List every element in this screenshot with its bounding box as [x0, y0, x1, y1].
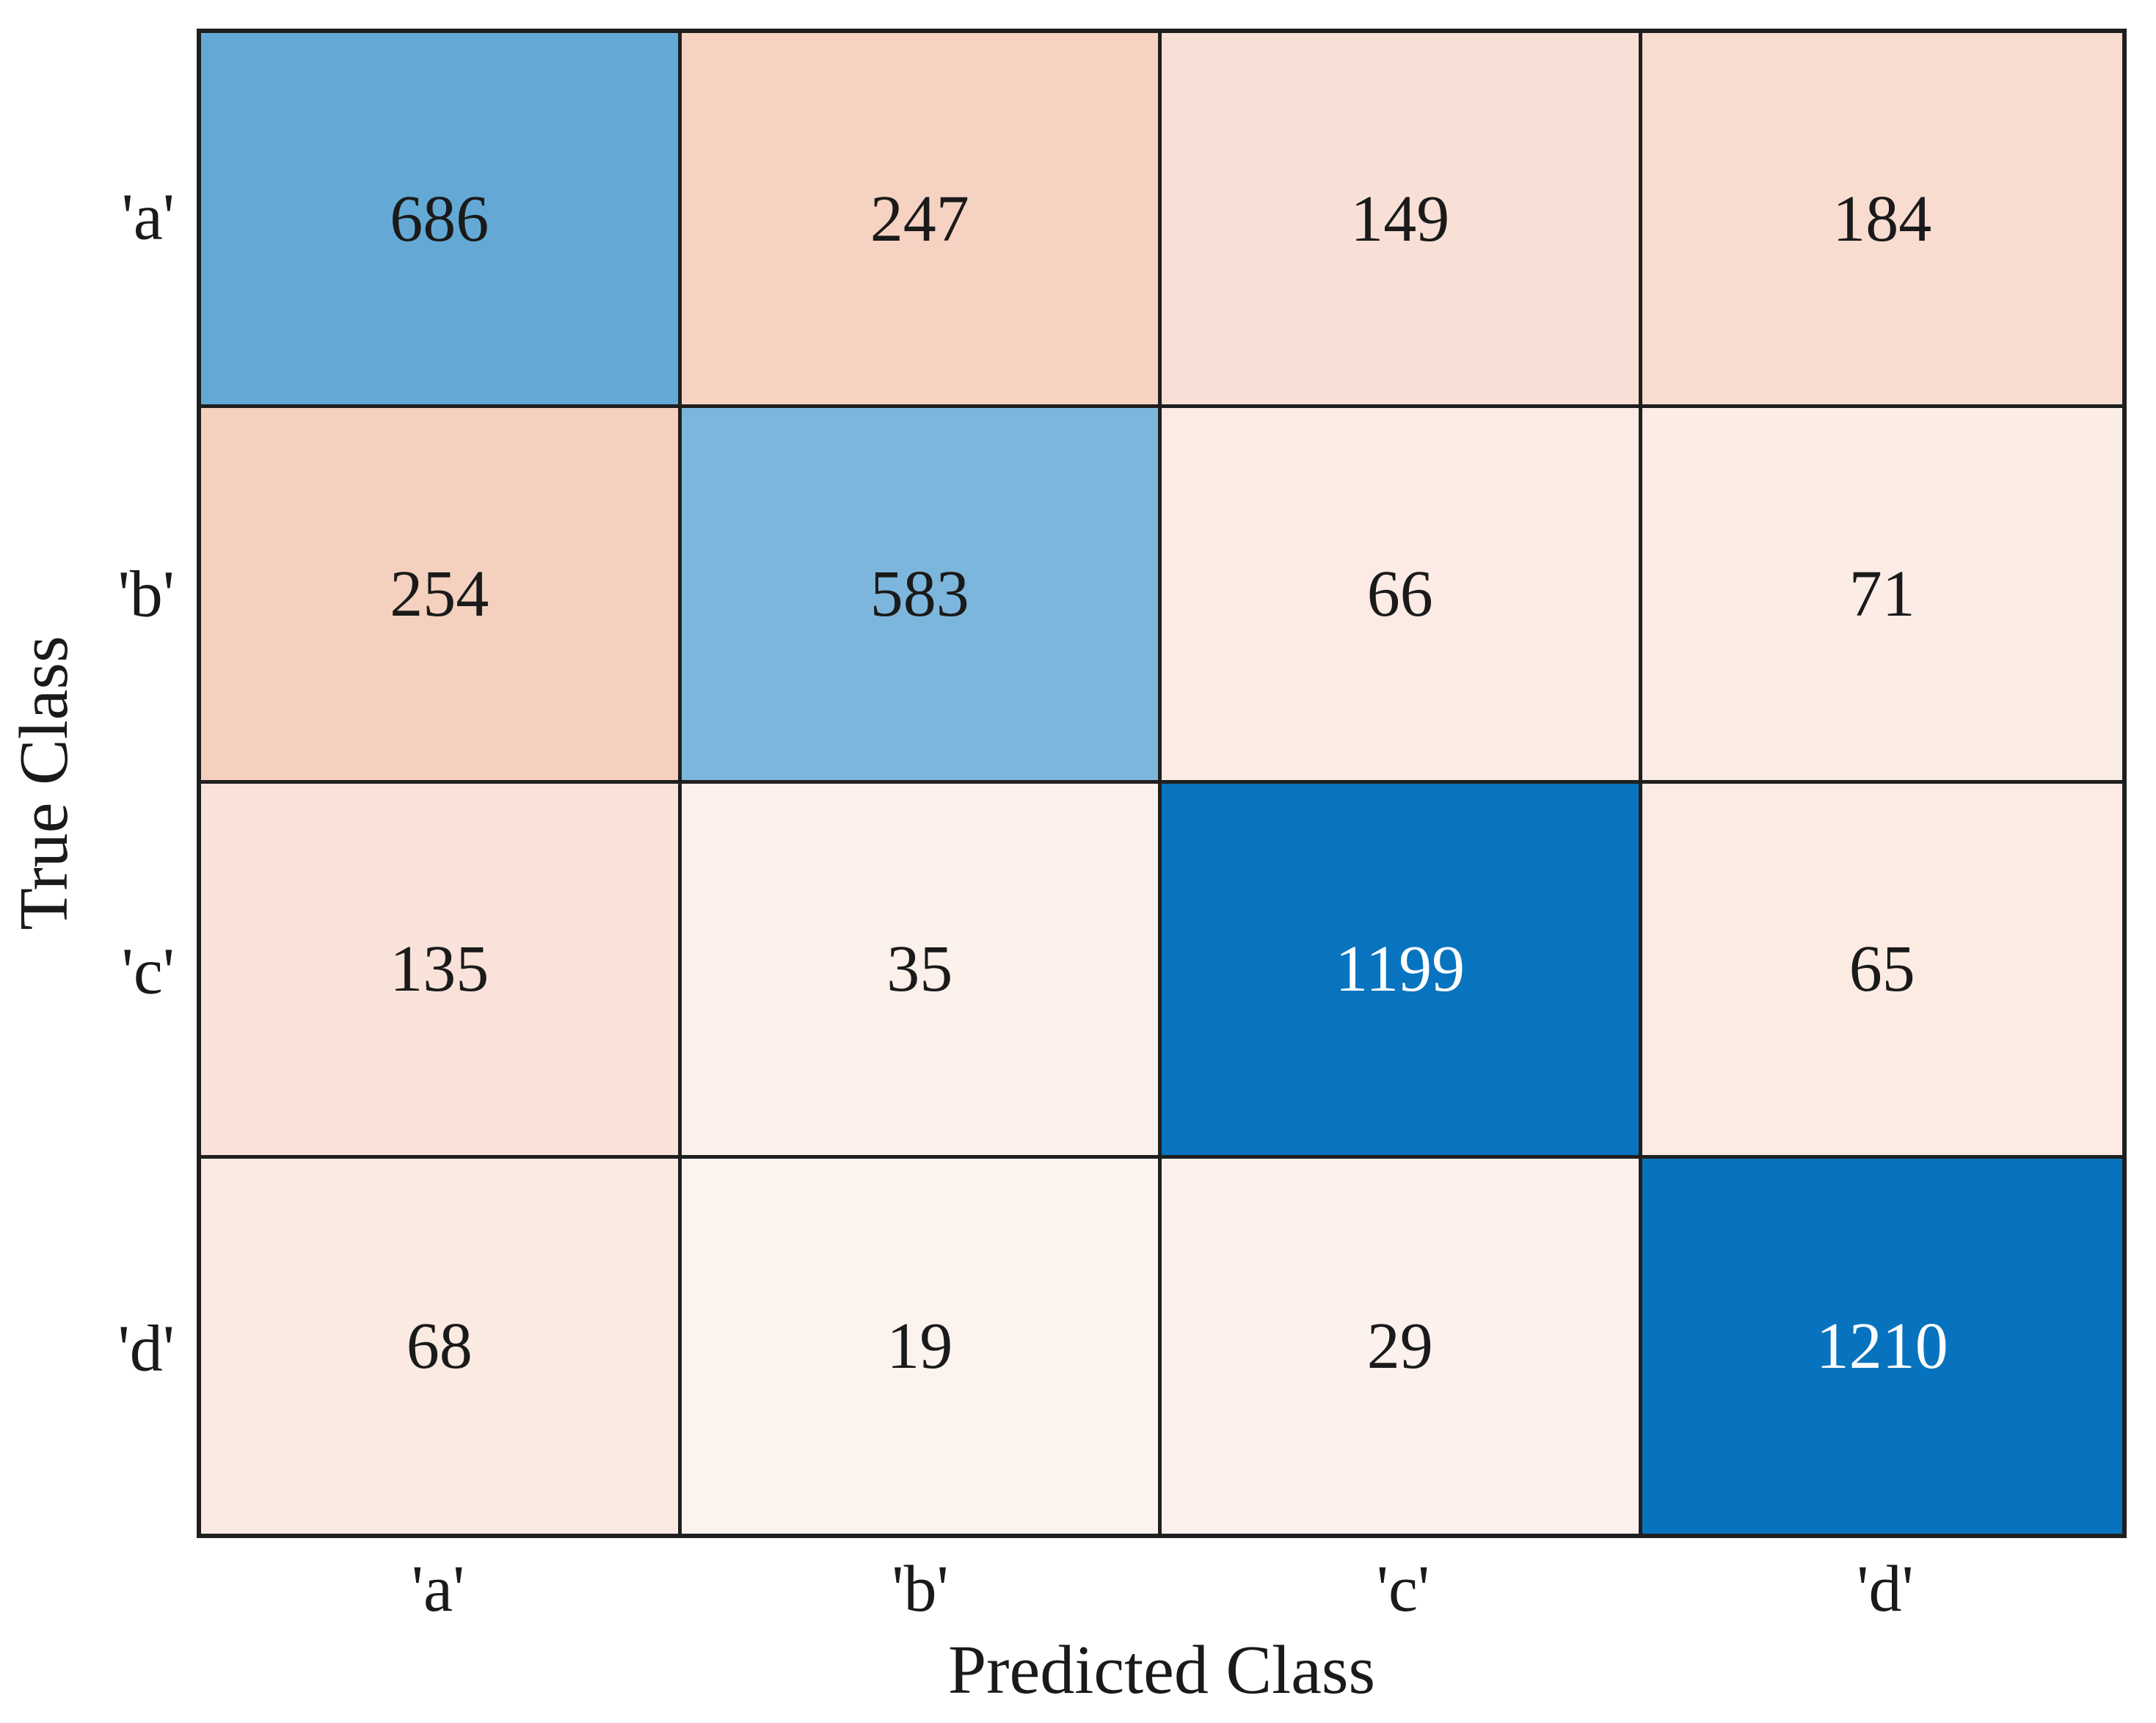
matrix-cell-true-c-pred-c: 1199: [1162, 783, 1642, 1159]
col-tick-a: 'a': [411, 1553, 465, 1625]
col-tick-b: 'b': [892, 1553, 949, 1625]
row-tick-d: 'd': [117, 1312, 175, 1385]
col-tick-c: 'c': [1376, 1553, 1430, 1625]
row-tick-a: 'a': [121, 181, 175, 254]
col-tick-d: 'd': [1857, 1553, 1914, 1625]
matrix-cell-true-b-pred-d: 71: [1642, 408, 2122, 784]
matrix-cell-true-d-pred-b: 19: [681, 1158, 1162, 1534]
matrix-cell-true-a-pred-a: 686: [201, 33, 682, 409]
matrix-cell-true-b-pred-b: 583: [681, 408, 1162, 784]
y-axis-label: True Class: [6, 635, 82, 930]
matrix-cell-true-a-pred-c: 149: [1162, 33, 1642, 409]
matrix-cell-true-b-pred-a: 254: [201, 408, 682, 784]
matrix-cell-true-d-pred-c: 29: [1162, 1158, 1642, 1534]
matrix-cell-true-a-pred-d: 184: [1642, 33, 2122, 409]
matrix-cell-true-c-pred-b: 35: [681, 783, 1162, 1159]
matrix-cell-true-b-pred-c: 66: [1162, 408, 1642, 784]
matrix-cell-true-d-pred-a: 68: [201, 1158, 682, 1534]
x-axis-label: Predicted Class: [947, 1632, 1376, 1708]
matrix-cell-true-d-pred-d: 1210: [1642, 1158, 2122, 1534]
matrix-cell-true-c-pred-a: 135: [201, 783, 682, 1159]
row-tick-c: 'c': [121, 935, 175, 1008]
row-tick-b: 'b': [117, 558, 175, 631]
matrix-cell-true-c-pred-d: 65: [1642, 783, 2122, 1159]
confusion-matrix-grid: 686 247 149 184 254 583 66 71 135 35 119…: [197, 29, 2127, 1538]
matrix-cell-true-a-pred-b: 247: [681, 33, 1162, 409]
